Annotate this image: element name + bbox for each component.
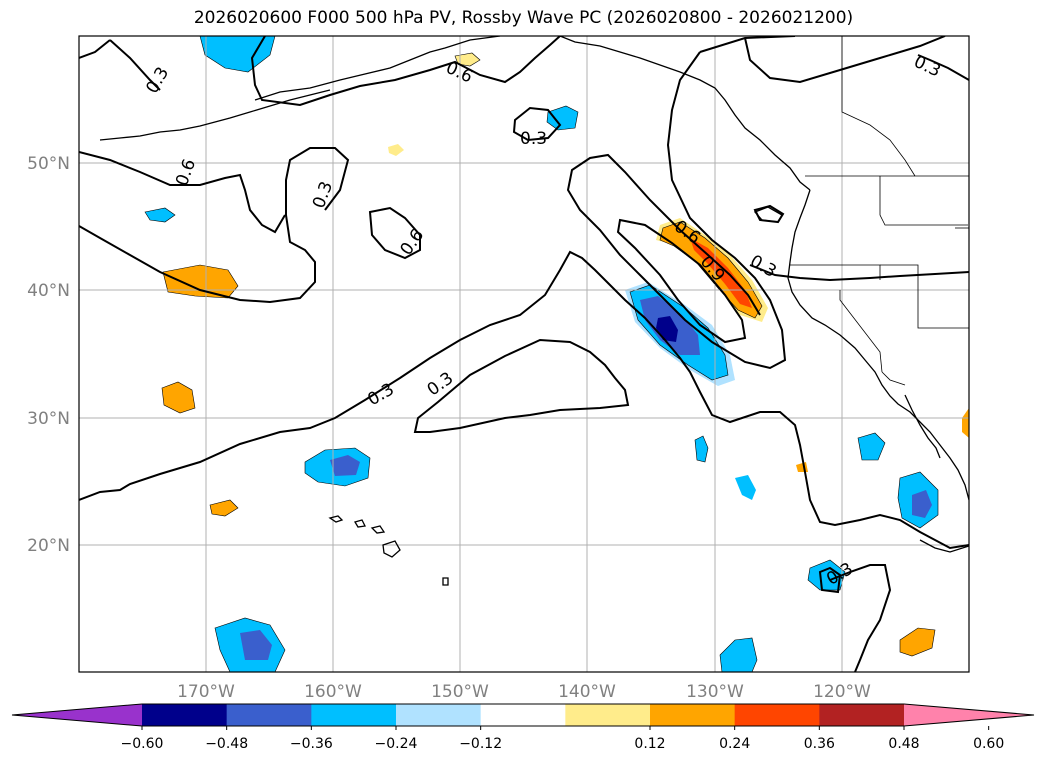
contour-label: 0.3 [746,251,779,282]
colorbar-tick-label: 0.24 [719,736,750,752]
colorbar: −0.60 −0.48 −0.36 −0.24 −0.12 0.12 0.24 0.36 0.4… [11,703,1035,752]
negative-anomaly [144,207,176,223]
gridlines [79,36,969,672]
contour-label: 0.6 [396,226,428,260]
positive-anomaly [962,408,969,438]
colorbar-segment [480,704,566,726]
colorbar-segment [142,704,228,726]
negative-anomaly [694,435,709,463]
map-title: 2026020600 F000 500 hPa PV, Rossby Wave … [193,8,854,28]
colorbar-tick-label: 0.60 [973,736,1004,752]
shaded-anomalies [144,36,969,672]
contour-label: 0.3 [364,379,397,410]
lon-label: 120°W [813,682,871,702]
lon-label: 170°W [177,682,235,702]
contour-label: 0.3 [142,64,173,97]
colorbar-extend-high [904,704,1034,726]
colorbar-tick-label: 0.48 [888,736,919,752]
negative-anomaly [719,637,758,672]
colorbar-segment [650,704,736,726]
latitude-labels: 50°N 40°N 30°N 20°N [27,154,70,556]
negative-anomaly [912,490,932,518]
lat-label: 30°N [27,409,70,429]
plot-frame [78,35,970,673]
longitude-labels: 170°W 160°W 150°W 140°W 130°W 120°W [177,682,871,702]
colorbar-tick-label: −0.36 [290,736,333,752]
map-plot-area: 0.3 0.6 0.6 0.3 0.3 0.6 0.3 0.3 0.3 0.6 … [79,36,969,672]
negative-anomaly [807,559,846,591]
negative-anomaly [546,105,579,131]
colorbar-extend-low [12,704,142,726]
contour-label: 0.3 [520,129,547,149]
colorbar-tick-label: −0.48 [205,736,248,752]
negative-anomaly [199,36,276,73]
negative-anomaly [330,455,360,476]
positive-anomaly [796,462,808,472]
negative-anomaly [735,475,756,500]
colorbar-segment [226,704,312,726]
positive-anomaly [209,499,239,517]
colorbar-segment [819,704,905,726]
colorbar-tick-label: 0.36 [804,736,835,752]
lat-label: 40°N [27,281,70,301]
contour-label: 0.3 [424,368,458,400]
colorbar-tick-label: 0.12 [634,736,665,752]
colorbar-segment [311,704,397,726]
lon-label: 140°W [558,682,616,702]
colorbar-segment [565,704,651,726]
colorbar-segment [734,704,820,726]
contour-label: 0.6 [172,156,200,188]
colorbar-tick-label: −0.12 [459,736,502,752]
lat-label: 50°N [27,154,70,174]
positive-anomaly [899,627,936,657]
lon-label: 130°W [686,682,744,702]
colorbar-tick-label: −0.24 [375,736,418,752]
colorbar-segment [396,704,482,726]
political-borders [790,36,969,386]
negative-anomaly [857,432,886,461]
positive-anomaly [388,144,404,156]
negative-anomaly [240,630,272,660]
colorbar-tick-label: −0.60 [121,736,164,752]
lon-label: 160°W [304,682,362,702]
contour-label: 0.3 [911,52,944,82]
lon-label: 150°W [431,682,489,702]
contour-labels: 0.3 0.6 0.6 0.3 0.3 0.6 0.3 0.3 0.3 0.6 … [142,52,943,590]
positive-anomaly [161,381,196,414]
pv-contours [79,36,969,672]
positive-anomaly [162,264,239,299]
lat-label: 20°N [27,536,70,556]
